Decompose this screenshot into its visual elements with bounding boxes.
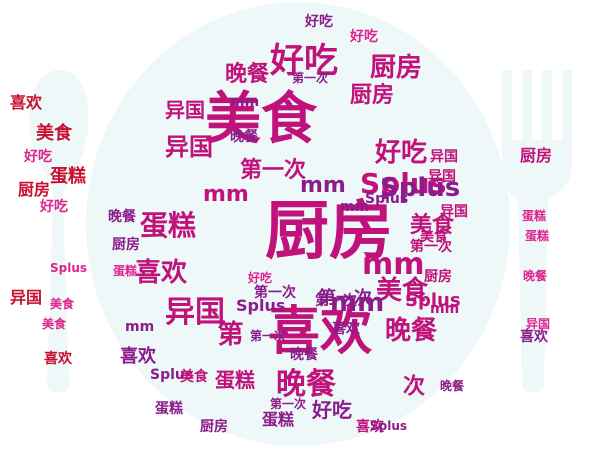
cloud-word: Splus: [50, 261, 88, 275]
cloud-word: 喜欢: [135, 258, 188, 288]
cloud-word: 第一次: [292, 71, 329, 85]
cloud-word: 晚餐: [290, 347, 318, 363]
cloud-word: 第一次: [410, 239, 452, 255]
cloud-word: mm: [230, 94, 260, 110]
spoon-shape: [29, 70, 89, 393]
fork-shape: [502, 70, 572, 393]
cloud-word: 好吃: [312, 398, 352, 422]
cloud-word: 美食: [410, 213, 455, 238]
cloud-word: 异国: [428, 169, 456, 185]
cloud-word: 晚餐: [108, 209, 136, 225]
cloud-word: 美食: [180, 369, 208, 385]
cloud-word: 晚餐: [523, 269, 548, 283]
cloud-word: Splus: [370, 419, 408, 433]
cloud-word: 美食: [205, 87, 317, 152]
cloud-word: 厨房: [265, 195, 393, 269]
cloud-word: mm: [362, 247, 425, 282]
cloud-word: 好吃: [24, 149, 52, 165]
cloud-word: 第: [213, 320, 243, 346]
cloud-word: mm: [203, 182, 249, 207]
cloud-word: 蛋糕: [113, 264, 138, 278]
cloud-word: 异国: [165, 133, 213, 161]
cloud-word: 厨房: [424, 269, 452, 285]
cloud-word: 晚餐: [385, 316, 438, 346]
cloud-word: 厨房: [112, 237, 140, 253]
cloud-word: Splus: [365, 191, 409, 207]
cloud-word: 第一次: [254, 285, 296, 301]
cloud-word: 喜欢: [520, 329, 548, 345]
cloud-word: 第一次: [318, 288, 372, 309]
cloud-word: 晚餐: [440, 379, 465, 393]
cloud-word: 晚餐: [230, 129, 258, 145]
cloud-word: Splus: [360, 167, 447, 200]
cloud-word: 喜欢: [332, 321, 360, 337]
cloud-word: mm: [125, 319, 155, 335]
cloud-word: 蛋糕: [140, 209, 197, 242]
cloud-word: 蛋糕: [215, 368, 255, 392]
cloud-word: 好吃: [305, 14, 333, 30]
cloud-word: 好吃: [248, 271, 273, 285]
cloud-word: 晚餐: [225, 62, 270, 87]
cloud-word: 厨房: [350, 83, 395, 108]
cloud-word: 喜欢: [356, 419, 384, 435]
cloud-word: 异国: [165, 98, 205, 122]
cloud-word: Splus: [150, 367, 194, 383]
cloud-word: Splus: [380, 173, 461, 203]
cloud-word: 美食: [50, 297, 75, 311]
cloud-word: 第一次: [240, 158, 307, 183]
cloud-word: 好吃: [270, 41, 338, 81]
cloud-word: 好吃: [375, 138, 428, 168]
cloud-word: 第一次: [315, 293, 357, 309]
cloud-word: 厨房: [18, 180, 51, 199]
cloud-word: 厨房: [520, 146, 553, 165]
cloud-word: 喜欢: [268, 302, 373, 362]
cloud-word: mm: [430, 301, 460, 317]
cloud-word: 蛋糕: [522, 209, 547, 223]
cloud-word: 美食: [36, 123, 72, 144]
cloud-word: 异国: [10, 288, 43, 307]
cloud-word: 次: [399, 374, 424, 396]
cloud-word: 异国: [526, 317, 551, 331]
cloud-word: mm: [300, 173, 346, 198]
cloud-word: 晚餐: [276, 367, 336, 402]
cloud-word: 异国: [165, 295, 225, 330]
cloud-word: 美食: [420, 229, 448, 245]
cloud-word: 厨房: [370, 53, 423, 83]
cloud-word: Splus: [236, 296, 286, 315]
cloud-word: 异国: [440, 204, 468, 220]
cloud-word: 第一次: [250, 329, 287, 343]
cloud-word: 好吃: [350, 29, 378, 45]
cloud-word: 厨房: [200, 419, 228, 435]
cloud-word: 喜欢: [10, 93, 43, 112]
cloud-word: 美食: [376, 276, 429, 306]
cloud-word: 喜欢: [120, 346, 156, 367]
cloud-word: 蛋糕: [262, 410, 295, 429]
cloud-word: Splus: [405, 290, 461, 311]
cloud-word: 蛋糕: [50, 166, 86, 187]
cloud-word: mm: [340, 199, 370, 215]
cloud-word: 好吃: [40, 199, 68, 215]
cloud-word: 蛋糕: [155, 401, 183, 417]
cloud-word: mm: [330, 288, 385, 318]
cloud-word: 喜欢: [44, 351, 72, 367]
cloud-word: 蛋糕: [525, 229, 550, 243]
plate-shape: [86, 2, 510, 446]
cloud-word: 第一次: [270, 397, 307, 411]
cloud-word: 美食: [42, 317, 67, 331]
cloud-word: 异国: [430, 149, 458, 165]
